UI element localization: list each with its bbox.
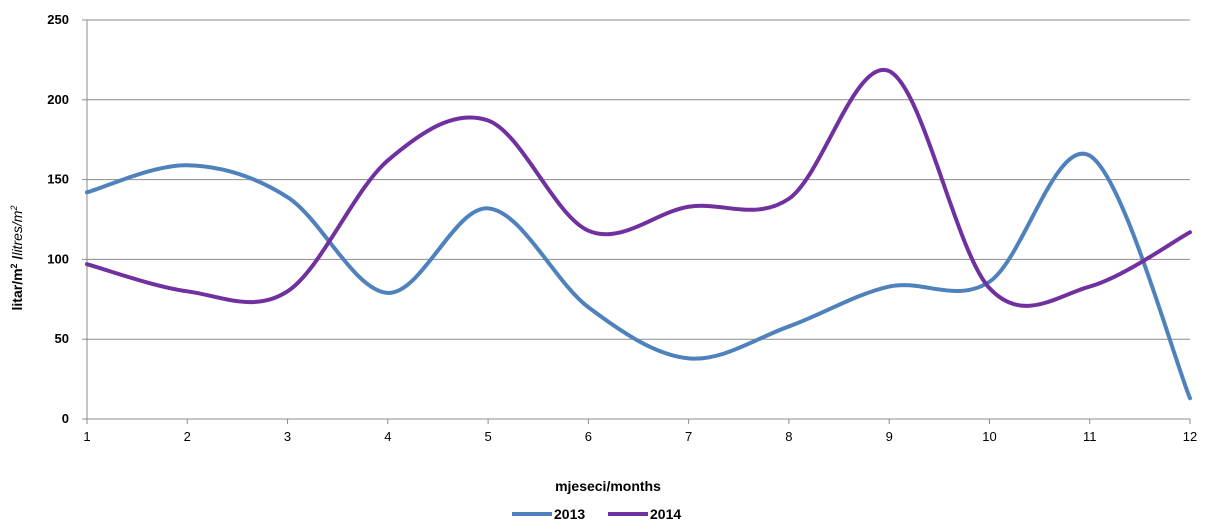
series-line-2013 (85, 151, 1192, 401)
y-tick-label: 100 (47, 251, 69, 266)
legend-label-2013: 2013 (554, 506, 585, 522)
y-axis-title: litar/m2 /litres/m2 (9, 206, 25, 311)
y-axis-title-italic-sup: 2 (9, 206, 19, 212)
y-axis-title-italic: litres/m (9, 210, 25, 255)
legend: 2013 2014 (512, 506, 681, 522)
x-tick-label: 12 (1183, 429, 1197, 444)
x-tick-label: 7 (685, 429, 692, 444)
x-tick-label: 3 (284, 429, 291, 444)
y-tick-labels: 0 50 100 150 200 250 (47, 12, 69, 426)
x-tick-label: 5 (484, 429, 491, 444)
y-tick-label: 200 (47, 92, 69, 107)
x-tick-labels: 1 2 3 4 5 6 7 8 9 10 11 12 (83, 429, 1197, 444)
series-lines (85, 67, 1192, 401)
y-tick-label: 50 (55, 331, 69, 346)
gridlines (87, 19, 1190, 340)
x-tick-label: 6 (585, 429, 592, 444)
x-axis-title: mjeseci/months (555, 478, 661, 494)
x-tick-label: 1 (83, 429, 90, 444)
y-axis-title-main: litar/m (9, 268, 25, 310)
y-axis-title-main-sup: 2 (9, 263, 19, 268)
series-line-2014 (85, 67, 1192, 308)
x-tick-label: 11 (1083, 429, 1097, 444)
y-tick-label: 0 (62, 411, 69, 426)
x-tick-label: 2 (184, 429, 191, 444)
y-tick-label: 250 (47, 12, 69, 27)
x-tick-label: 10 (982, 429, 996, 444)
x-tick-label: 4 (384, 429, 391, 444)
axes (82, 19, 1191, 424)
x-tick-label: 8 (785, 429, 792, 444)
legend-label-2014: 2014 (650, 506, 681, 522)
y-tick-label: 150 (47, 172, 69, 187)
y-axis-title-sep: / (9, 256, 25, 264)
x-tick-label: 9 (886, 429, 893, 444)
